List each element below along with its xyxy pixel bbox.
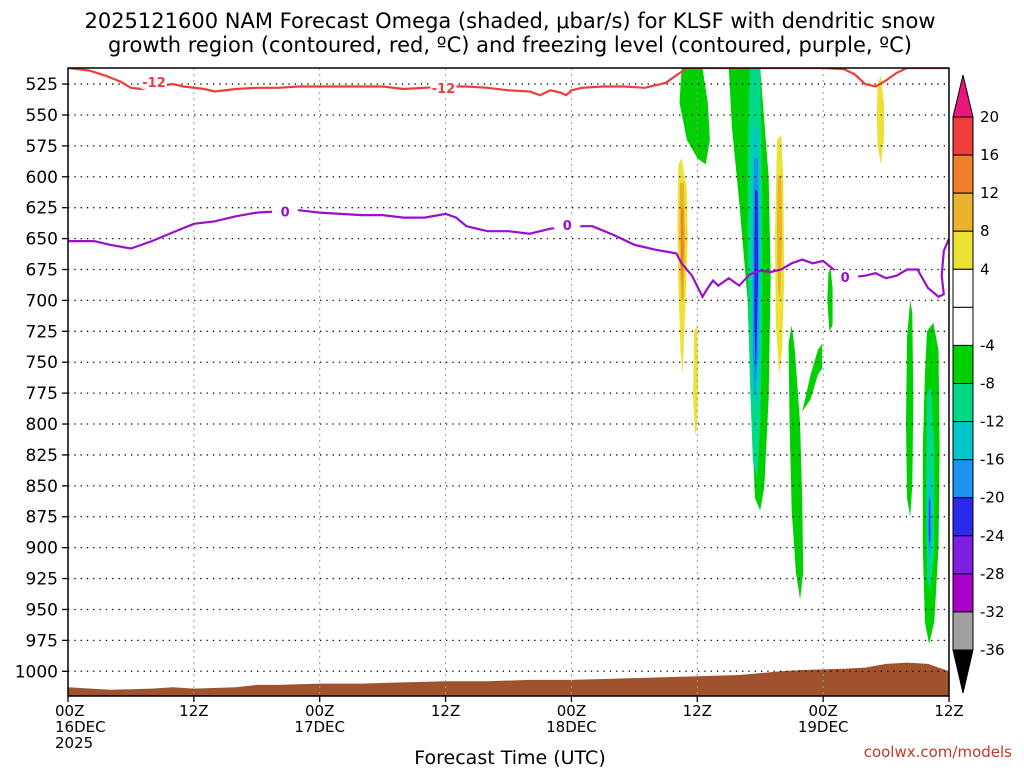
omega-region-16 <box>693 325 699 437</box>
colorbar-swatch <box>952 306 974 346</box>
contour-label: 0 <box>563 219 572 234</box>
colorbar-swatch <box>952 459 974 499</box>
y-tick-label: 575 <box>26 137 58 157</box>
y-tick-label: 975 <box>26 631 58 651</box>
colorbar-label: -24 <box>980 527 1005 545</box>
x-tick-label: 18DEC <box>546 718 597 736</box>
colorbar-swatch <box>952 230 974 270</box>
colorbar-swatch <box>952 192 974 232</box>
contour-label-bg <box>430 81 457 96</box>
contour-label-bg <box>141 74 168 89</box>
colorbar-swatch <box>952 268 974 308</box>
omega-region-0 <box>679 68 710 165</box>
colorbar-swatch <box>952 344 974 384</box>
colorbar-label: 8 <box>980 222 990 240</box>
omega-region-5 <box>906 300 914 517</box>
colorbar-swatch <box>952 497 974 537</box>
y-tick-label: 925 <box>26 570 58 590</box>
y-tick-label: 550 <box>26 106 58 126</box>
x-tick-label: 16DEC <box>55 718 106 736</box>
y-tick-label: 825 <box>26 446 58 466</box>
y-tick-label: 800 <box>26 415 58 435</box>
omega-region-2 <box>788 325 804 600</box>
contour-label: 0 <box>281 206 290 221</box>
plot-frame <box>67 67 950 697</box>
colorbar-label: -8 <box>980 375 995 393</box>
x-tick-label: 12Z <box>683 702 712 720</box>
y-tick-label: 1000 <box>15 662 58 682</box>
y-tick-label: 950 <box>26 600 58 620</box>
y-tick-label: 600 <box>26 168 58 188</box>
colorbar-swatch <box>952 573 974 613</box>
omega-region-21 <box>681 207 684 288</box>
colorbar-label: 12 <box>980 184 999 202</box>
omega-region-18 <box>876 75 884 165</box>
contour-label-bg <box>272 204 299 219</box>
contour-label-bg <box>554 218 581 233</box>
colorbar-label: -16 <box>980 451 1005 469</box>
x-tick-label: 2025 <box>55 734 93 752</box>
colorbar-label: -36 <box>980 641 1005 659</box>
colorbar-label: -28 <box>980 565 1005 583</box>
colorbar-swatch <box>952 154 974 194</box>
y-tick-label: 775 <box>26 384 58 404</box>
colorbar-swatch <box>952 116 974 156</box>
x-tick-label: 19DEC <box>798 718 849 736</box>
omega-region-14 <box>929 500 931 542</box>
y-tick-label: 750 <box>26 353 58 373</box>
y-tick-label: 700 <box>26 291 58 311</box>
x-tick-label: 12Z <box>934 702 963 720</box>
chart-title-line1: 2025121600 NAM Forecast Omega (shaded, μ… <box>84 9 935 33</box>
y-tick-label: 725 <box>26 322 58 342</box>
dgz-contour-line <box>68 68 949 97</box>
grid-layer <box>68 68 949 696</box>
colorbar-top-arrow <box>952 74 974 118</box>
colorbar-label: 4 <box>980 260 990 278</box>
omega-region-3 <box>802 343 823 412</box>
colorbar-swatch <box>952 535 974 575</box>
y-tick-label: 850 <box>26 477 58 497</box>
omega-region-13 <box>754 189 759 375</box>
y-tick-label: 525 <box>26 75 58 95</box>
contour-layer: -12 -12 0 0 0 <box>68 68 949 299</box>
colorbar-label: -20 <box>980 489 1005 507</box>
contour-label: 0 <box>841 271 850 286</box>
y-tick-label: 900 <box>26 539 58 559</box>
terrain-layer <box>68 662 949 696</box>
colorbar-label: 16 <box>980 146 999 164</box>
y-tick-label: 675 <box>26 261 58 281</box>
x-tick-label: 00Z <box>305 702 334 720</box>
colorbar: 20 16 12 8 4 -4 -8 -12 -16 -20 -24 -28 -32 -36 <box>952 74 1005 694</box>
contour-label: -12 <box>432 82 456 97</box>
plot-area <box>68 68 949 696</box>
omega-region-4 <box>827 268 833 332</box>
colorbar-bottom-arrow <box>952 649 974 694</box>
x-tick-label: 00Z <box>55 702 84 720</box>
colorbar-label: -4 <box>980 336 995 354</box>
x-axis-label: Forecast Time (UTC) <box>414 747 605 768</box>
omega-shading-layer <box>677 68 940 645</box>
contour-label-bg <box>832 270 859 285</box>
y-tick-label: 650 <box>26 230 58 250</box>
x-tick-label: 12Z <box>431 702 460 720</box>
chart-title-line2: growth region (contoured, red, ºC) and f… <box>108 33 912 57</box>
y-tick-label: 625 <box>26 199 58 219</box>
x-tick-label: 12Z <box>179 702 208 720</box>
x-tick-label: 00Z <box>557 702 586 720</box>
y-axis: 525 550 575 600 625 650 675 700 725 750 775 800 825 8… <box>15 75 68 682</box>
terrain-fill <box>68 662 949 696</box>
colorbar-label: -12 <box>980 413 1005 431</box>
x-tick-label: 00Z <box>808 702 837 720</box>
colorbar-swatch <box>952 421 974 461</box>
colorbar-label: 20 <box>980 108 999 126</box>
colorbar-swatch <box>952 611 974 651</box>
credit-text: coolwx.com/models <box>864 743 1012 761</box>
contour-label: -12 <box>142 76 166 91</box>
colorbar-label: -32 <box>980 603 1005 621</box>
colorbar-swatch <box>952 383 974 423</box>
x-tick-label: 17DEC <box>294 718 345 736</box>
y-tick-label: 875 <box>26 508 58 528</box>
